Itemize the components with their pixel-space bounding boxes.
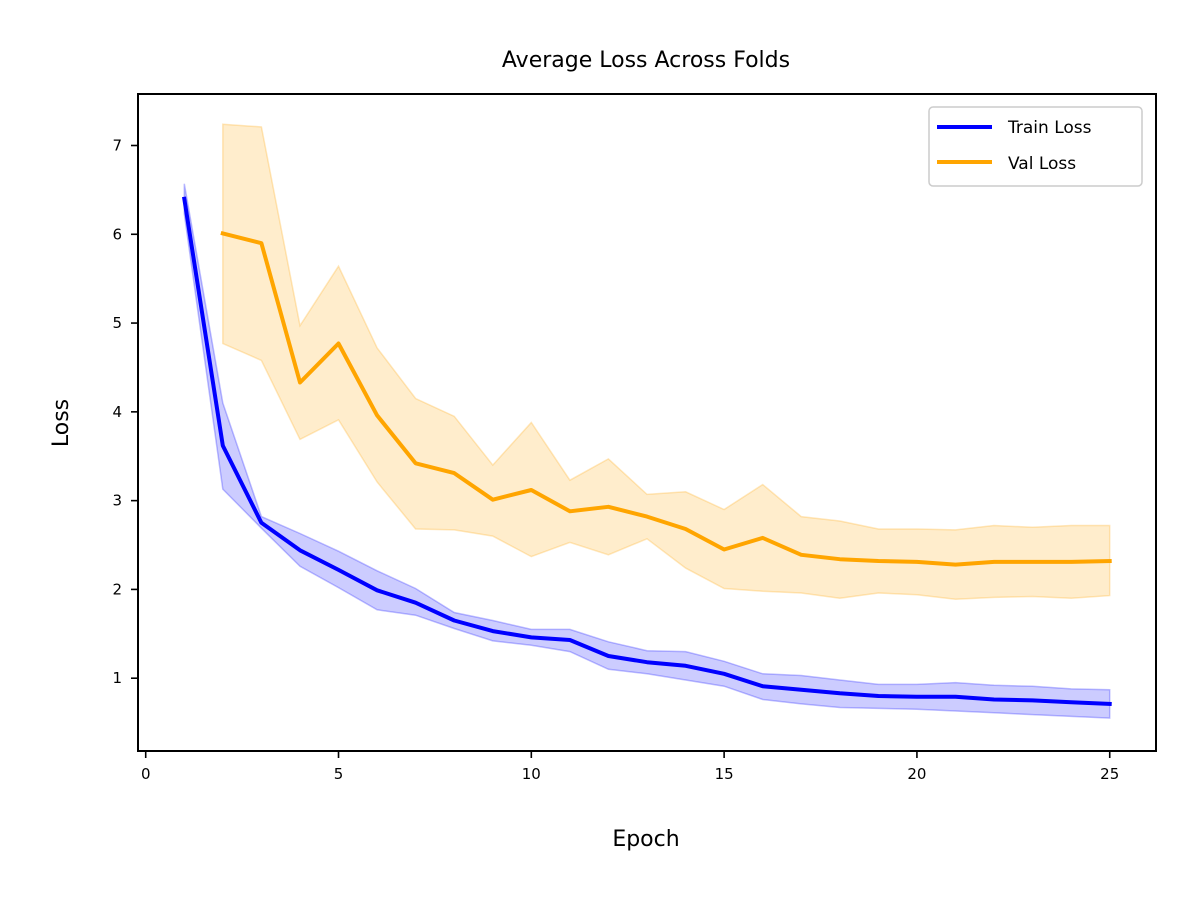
train-loss-band bbox=[183, 183, 1111, 719]
x-tick-label: 25 bbox=[1100, 765, 1119, 783]
x-tick-label: 10 bbox=[522, 765, 541, 783]
y-axis: 1 2 3 4 5 6 7 bbox=[112, 136, 138, 687]
legend: Train Loss Val Loss bbox=[928, 106, 1143, 187]
y-axis-title: Loss bbox=[49, 399, 74, 447]
y-tick-label: 1 bbox=[112, 669, 122, 687]
y-tick-label: 7 bbox=[112, 136, 122, 154]
y-tick-label: 2 bbox=[112, 580, 122, 598]
val-loss-line bbox=[220, 230, 1112, 567]
x-axis-title: Epoch bbox=[612, 827, 679, 852]
legend-label-train: Train Loss bbox=[1007, 118, 1092, 138]
x-axis: 0 5 10 15 20 25 bbox=[141, 751, 1119, 783]
x-tick-label: 0 bbox=[141, 765, 151, 783]
train-loss-line bbox=[182, 196, 1112, 706]
x-tick-label: 5 bbox=[334, 765, 344, 783]
y-tick-label: 6 bbox=[112, 225, 122, 243]
y-tick-label: 3 bbox=[112, 492, 122, 510]
legend-label-val: Val Loss bbox=[1008, 154, 1076, 174]
plot-frame bbox=[137, 93, 1157, 752]
val-loss-band bbox=[222, 123, 1111, 600]
x-tick-label: 15 bbox=[715, 765, 734, 783]
x-tick-label: 20 bbox=[907, 765, 926, 783]
chart-title: Average Loss Across Folds bbox=[502, 48, 790, 73]
y-tick-label: 5 bbox=[112, 314, 122, 332]
plot-area bbox=[182, 123, 1112, 719]
y-tick-label: 4 bbox=[112, 403, 122, 421]
